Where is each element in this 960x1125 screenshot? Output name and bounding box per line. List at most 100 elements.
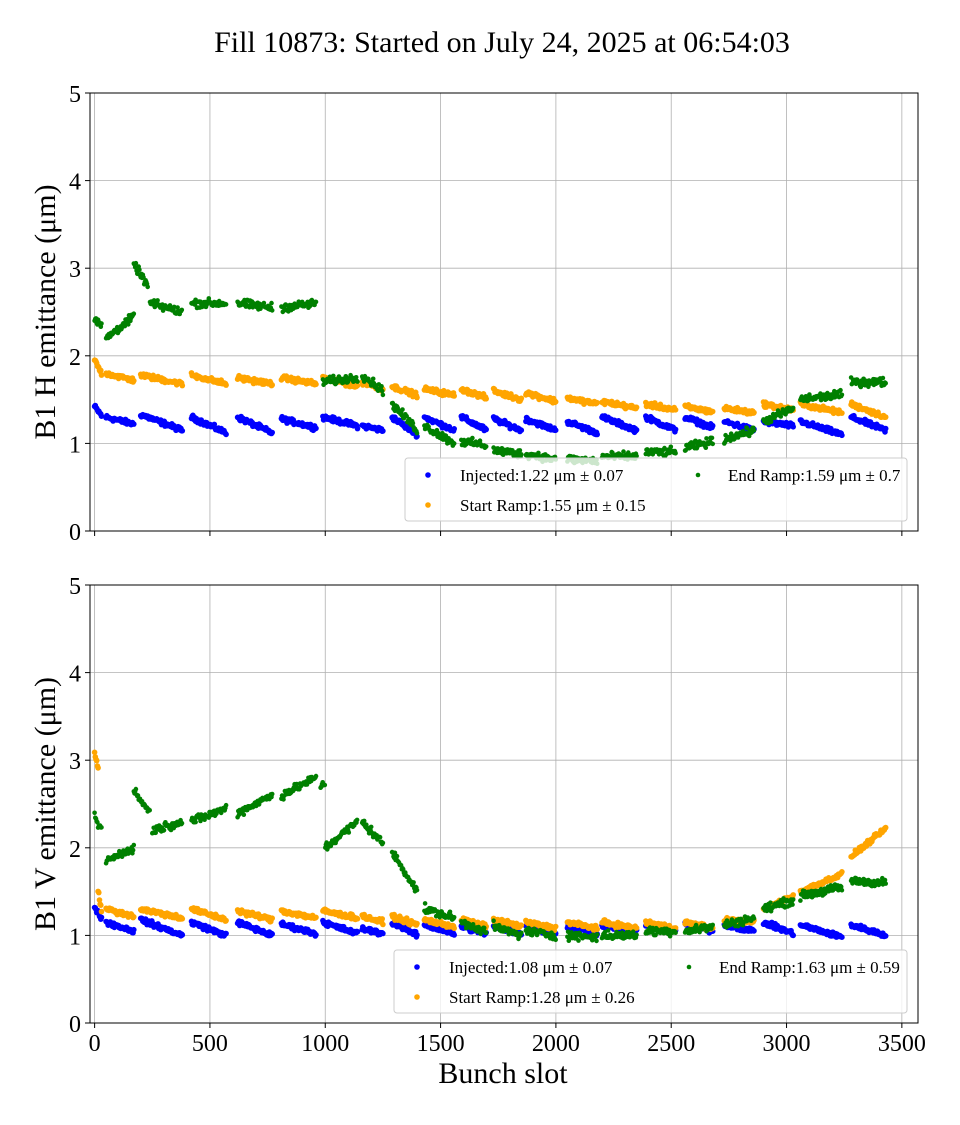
data-point: [132, 843, 137, 848]
data-point: [131, 914, 137, 920]
data-point: [313, 426, 319, 432]
data-point: [553, 924, 559, 930]
data-point: [92, 811, 97, 816]
y-tick-label: 1: [69, 924, 81, 950]
data-point: [131, 927, 137, 933]
data-point: [223, 918, 229, 924]
x-tick-label: 0: [89, 1031, 101, 1057]
data-point: [710, 409, 716, 415]
y-tick-label: 5: [69, 574, 81, 600]
data-point: [180, 821, 185, 826]
data-point: [594, 400, 600, 406]
figure-title: Fill 10873: Started on July 24, 2025 at …: [214, 26, 790, 59]
data-point: [594, 432, 600, 438]
data-point: [839, 869, 845, 875]
x-tick-label: 2000: [532, 1031, 580, 1057]
data-point: [269, 382, 275, 388]
data-point: [839, 433, 845, 439]
data-point: [224, 302, 229, 307]
data-point: [313, 382, 319, 388]
data-point: [710, 423, 716, 429]
y-tick-label: 1: [69, 432, 81, 458]
data-point: [838, 388, 843, 393]
data-point: [269, 931, 275, 937]
data-point: [710, 436, 715, 441]
data-point: [553, 427, 559, 433]
data-point: [137, 267, 142, 272]
data-point: [518, 448, 523, 453]
data-point: [883, 381, 888, 386]
y-tick-label: 5: [69, 82, 81, 108]
data-point: [451, 393, 457, 399]
data-point: [94, 758, 100, 764]
data-point: [791, 406, 796, 411]
data-point: [180, 383, 186, 389]
y-tick-label: 2: [69, 345, 81, 371]
data-point: [99, 825, 104, 830]
legend-marker: [425, 472, 431, 478]
x-tick-label: 1500: [417, 1031, 465, 1057]
data-point: [380, 428, 386, 434]
data-point: [147, 808, 152, 813]
data-point: [98, 368, 104, 374]
data-point: [751, 928, 757, 934]
data-point: [270, 308, 275, 313]
data-point: [451, 932, 457, 938]
data-point: [840, 393, 845, 398]
data-point: [379, 384, 384, 389]
data-point: [355, 379, 360, 384]
x-axis-label: Bunch slot: [438, 1057, 568, 1090]
data-point: [99, 321, 104, 326]
data-point: [242, 812, 247, 817]
y-tick-label: 0: [69, 1012, 81, 1038]
data-point: [704, 436, 709, 441]
data-point: [134, 787, 139, 792]
x-tick-label: 500: [192, 1031, 228, 1057]
data-point: [313, 915, 319, 921]
data-point: [131, 848, 136, 853]
data-point: [371, 377, 376, 382]
data-point: [381, 393, 386, 398]
data-point: [883, 825, 889, 831]
data-point: [180, 932, 186, 938]
data-point: [414, 932, 420, 938]
data-point: [223, 382, 229, 388]
data-point: [380, 389, 385, 394]
x-tick-label: 1000: [301, 1031, 349, 1057]
data-point: [355, 916, 361, 922]
data-point: [790, 933, 796, 939]
data-point: [380, 931, 386, 937]
points: [92, 750, 889, 944]
data-point: [193, 820, 198, 825]
y-tick-label: 0: [69, 520, 81, 546]
data-point: [519, 452, 524, 457]
data-point: [673, 427, 679, 433]
data-point: [673, 451, 678, 456]
x-tick-label: 3000: [763, 1031, 811, 1057]
data-point: [519, 427, 525, 433]
data-point: [839, 934, 845, 940]
legend-marker: [696, 473, 701, 478]
x-tick-label: 3500: [878, 1031, 926, 1057]
data-point: [470, 436, 475, 441]
legend-marker: [425, 502, 431, 508]
data-point: [883, 426, 889, 432]
data-point: [223, 432, 229, 438]
data-point: [634, 405, 640, 411]
data-point: [634, 427, 640, 433]
data-point: [751, 410, 757, 416]
data-point: [710, 442, 715, 447]
y-axis-label: B1 V emittance (μm): [29, 677, 62, 931]
x-tick-label: 2500: [647, 1031, 695, 1057]
data-point: [673, 407, 679, 413]
data-point: [400, 407, 405, 412]
data-point: [314, 300, 319, 305]
data-point: [411, 421, 416, 426]
data-point: [790, 892, 796, 898]
data-point: [553, 399, 559, 405]
data-point: [180, 308, 185, 313]
data-point: [269, 430, 275, 436]
data-point: [131, 378, 137, 384]
data-point: [380, 922, 386, 928]
